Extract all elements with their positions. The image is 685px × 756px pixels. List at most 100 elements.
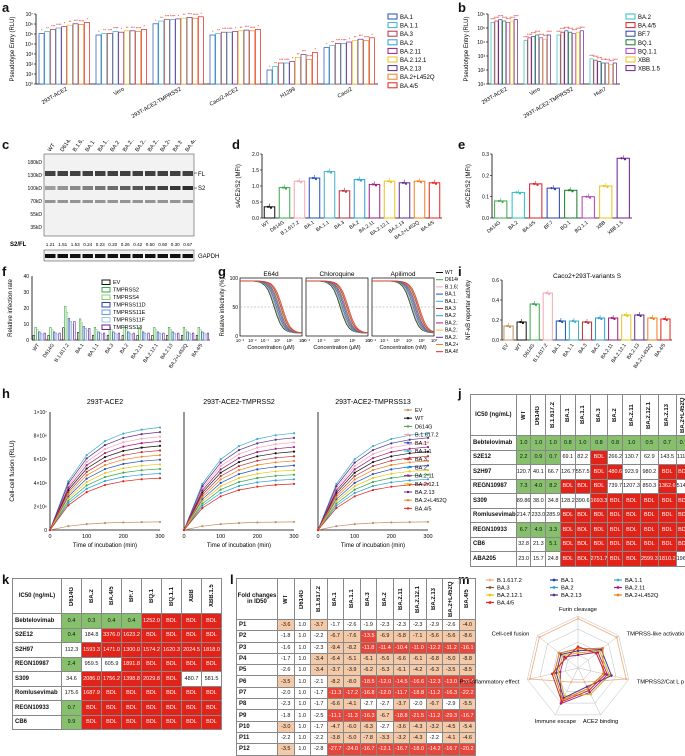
legend-label: BA.2+L452Q: [445, 342, 458, 348]
y-tick-label: 0.1: [482, 195, 489, 201]
significance-label: *: [155, 19, 157, 23]
bar: [561, 32, 564, 84]
bar: [202, 332, 204, 340]
table-cell: 1.0: [294, 665, 311, 676]
x-tick-label: BA.1.1: [315, 220, 331, 234]
bar: [74, 322, 76, 340]
table-cell: 1593.3: [82, 643, 102, 658]
table-cell: -6.7: [327, 631, 344, 642]
bar: [210, 35, 215, 84]
data-point: [515, 191, 517, 193]
band-faint: [120, 200, 131, 203]
bar: [609, 64, 612, 84]
subplot-title: Chloroquine: [319, 271, 354, 278]
table-cell: BDL: [608, 523, 623, 538]
legend-swatch: [102, 280, 110, 285]
mw-marker: 100kD: [28, 186, 43, 192]
table-cell: -4.3: [410, 721, 427, 732]
table-cell: -20.2: [459, 744, 476, 755]
x-tick-label: BA.1: [303, 220, 316, 231]
table-cell: -21.5: [410, 710, 427, 721]
legend-swatch: [626, 23, 635, 28]
bar: [115, 333, 117, 340]
legend-label: B.1.617.2: [445, 284, 458, 290]
table-cell: 0.4: [62, 614, 82, 629]
band-s2: [108, 186, 119, 190]
table-cell: 69.1: [560, 450, 575, 465]
radar-axis-label: TMPRSS2/Cat L path ratio: [637, 680, 684, 686]
x-axis-title: Time of incubation (min): [341, 543, 405, 549]
legend-label: BA.2.12.1: [400, 58, 427, 64]
bar: [216, 34, 221, 84]
table-cell: -3.5: [278, 676, 295, 687]
legend-label: BA.2.12.1: [445, 328, 458, 334]
data-point: [533, 183, 535, 185]
radar-axis-label: TMPRSS-like activation: [627, 632, 684, 638]
bar: [192, 333, 194, 340]
table-cell: 62.9: [640, 450, 658, 465]
table-cell: -3.7: [393, 699, 410, 710]
significance-label: ****: [546, 30, 552, 34]
table-cell: BDL: [102, 715, 122, 730]
data-point: [342, 190, 344, 192]
bar: [187, 332, 189, 340]
legend-label: BF.7: [638, 32, 651, 38]
x-tick-label: BQ.1.1: [574, 220, 590, 235]
ratio-value: 1.51: [58, 242, 67, 247]
x-tick-label: BA.3: [578, 343, 589, 356]
x-tick-label: 200: [119, 534, 128, 540]
legend-swatch: [388, 66, 397, 71]
table-cell: -6.4: [327, 653, 344, 664]
data-point: [554, 188, 556, 190]
bar: [267, 70, 272, 84]
table-cell: 2599.3: [640, 552, 658, 567]
table-corner-label: IC50 (ng/mL): [13, 579, 62, 614]
data-point: [522, 322, 524, 324]
panel-label-j: j: [458, 386, 462, 401]
table-cell: 0.8: [560, 436, 575, 451]
x-tick-label: 100: [82, 534, 91, 540]
panel-label-l: l: [230, 572, 234, 587]
x-group-label: 293T-ACE2: [41, 87, 69, 106]
data-point: [435, 183, 437, 185]
bar: [122, 335, 124, 340]
legend-swatch: [102, 325, 110, 330]
radar-axis-label: Furin cleavage: [559, 607, 597, 613]
significance-label: **: [217, 29, 220, 33]
band-gapdh: [45, 254, 56, 258]
table-cell: 130.7: [623, 450, 641, 465]
bar: [429, 183, 440, 218]
table-cell: -16.8: [360, 687, 377, 698]
x-tick-label: 10²: [419, 338, 426, 343]
bar: [309, 178, 320, 218]
table-cell: -5.6: [443, 631, 460, 642]
data-point: [626, 315, 628, 317]
ratio-value: 0.20: [108, 242, 117, 247]
band-faint: [183, 200, 194, 203]
table-cell: -16.7: [360, 744, 377, 755]
table-cell: -6.2: [360, 665, 377, 676]
legend-label: BA.2.11: [400, 49, 422, 55]
table-cell: 390.6: [575, 494, 590, 509]
bar: [155, 330, 157, 340]
band-fl: [45, 171, 56, 176]
table-cell: -16.3: [360, 710, 377, 721]
table-cell: -14.2: [426, 744, 443, 755]
legend-label: BA.1: [561, 578, 574, 584]
table-cell: BDL: [658, 494, 676, 509]
legend-swatch: [626, 14, 635, 19]
table-cell: -12.0: [377, 687, 394, 698]
x-tick-label: BA.2.12.1: [142, 343, 160, 365]
x-tick-label: 10⁻¹: [261, 338, 270, 343]
legend-marker: [407, 425, 409, 427]
legend-label: BA.2.13: [445, 335, 458, 341]
x-tick-label: 10⁻²: [248, 338, 257, 343]
y-axis-title: sACE2/S2 (MFI): [236, 164, 242, 208]
data-point: [509, 326, 511, 328]
table-cell: -11.2: [443, 642, 460, 653]
